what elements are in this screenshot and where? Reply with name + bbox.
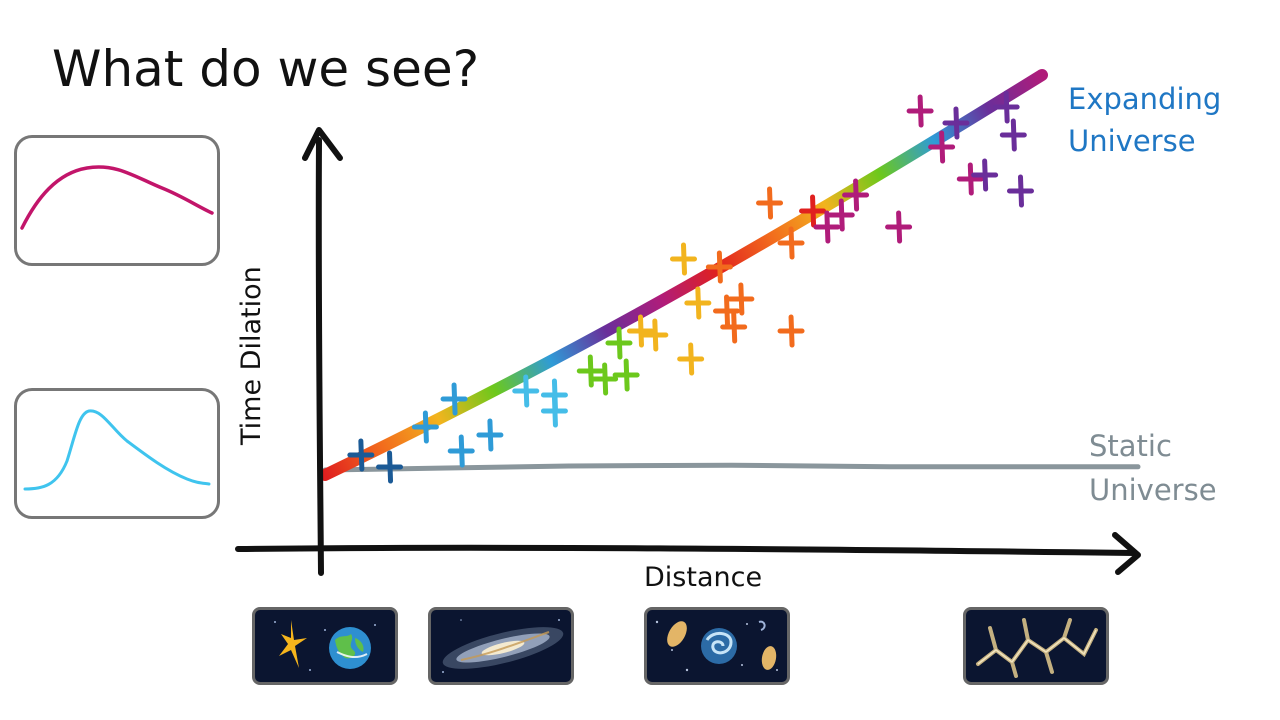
stretched-light-curve-thumbnail bbox=[14, 135, 220, 266]
data-point-27 bbox=[827, 198, 855, 232]
data-point-22 bbox=[756, 186, 784, 220]
star-icon bbox=[279, 620, 307, 668]
dots bbox=[274, 621, 376, 671]
data-point-30 bbox=[906, 94, 934, 128]
data-point-23 bbox=[777, 226, 805, 260]
data-point-16 bbox=[684, 286, 712, 320]
data-point-17 bbox=[670, 242, 697, 276]
galaxy-tile bbox=[428, 607, 574, 685]
data-point-12 bbox=[612, 358, 640, 392]
data-point-36 bbox=[1006, 174, 1034, 208]
data-point-3 bbox=[447, 434, 475, 468]
data-point-4 bbox=[440, 382, 468, 416]
expanding-universe-line bbox=[319, 69, 1048, 481]
data-point-33 bbox=[956, 162, 984, 196]
data-point-31 bbox=[928, 130, 956, 164]
data-point-21 bbox=[727, 282, 755, 316]
data-point-32 bbox=[942, 106, 970, 140]
x-axis bbox=[235, 544, 1138, 556]
data-point-8 bbox=[540, 394, 568, 428]
expanding-label-line2: Universe bbox=[1068, 124, 1196, 158]
stretched-light-curve bbox=[20, 165, 214, 230]
cosmic-web-tile bbox=[963, 607, 1109, 685]
data-point-20 bbox=[720, 310, 748, 344]
data-point-34 bbox=[971, 158, 999, 192]
expanding-universe-label: Expanding Universe bbox=[1068, 78, 1221, 162]
slide-title: What do we see? bbox=[52, 40, 480, 98]
data-point-5 bbox=[476, 418, 504, 452]
data-point-15 bbox=[677, 342, 705, 376]
x-axis-arrowhead bbox=[1112, 532, 1141, 575]
data-point-37 bbox=[992, 90, 1020, 124]
y-axis-label: Time Dilation bbox=[236, 266, 267, 445]
sharp-light-curve-thumbnail bbox=[14, 388, 220, 519]
galaxy-group-tile bbox=[644, 607, 790, 685]
data-point-18 bbox=[705, 250, 733, 284]
static-label-line1: Static bbox=[1089, 429, 1172, 463]
data-point-29 bbox=[885, 210, 913, 244]
data-point-26 bbox=[813, 210, 841, 244]
sharp-light-curve bbox=[23, 409, 211, 491]
data-point-14 bbox=[641, 318, 669, 352]
data-point-0 bbox=[347, 438, 375, 472]
data-point-11 bbox=[605, 326, 633, 360]
data-point-24 bbox=[777, 314, 805, 348]
expanding-label-line1: Expanding bbox=[1068, 82, 1222, 116]
data-point-25 bbox=[799, 194, 827, 228]
data-point-9 bbox=[576, 354, 604, 388]
data-point-1 bbox=[376, 450, 404, 484]
data-point-6 bbox=[512, 374, 540, 408]
y-axis-arrowhead bbox=[302, 127, 343, 161]
data-point-10 bbox=[591, 362, 619, 396]
y-axis bbox=[315, 137, 324, 576]
star-and-earth-tile bbox=[252, 607, 398, 685]
static-universe-line bbox=[322, 462, 1141, 473]
x-axis-label: Distance bbox=[644, 562, 763, 593]
stretched-light-curve-line bbox=[20, 165, 214, 230]
data-point-35 bbox=[999, 118, 1027, 152]
data-point-2 bbox=[411, 410, 439, 444]
static-universe-label: Static Universe bbox=[1089, 424, 1217, 512]
data-point-28 bbox=[842, 178, 870, 212]
data-point-13 bbox=[626, 314, 654, 348]
static-label-line2: Universe bbox=[1089, 473, 1217, 507]
sharp-light-curve-line bbox=[23, 409, 211, 491]
